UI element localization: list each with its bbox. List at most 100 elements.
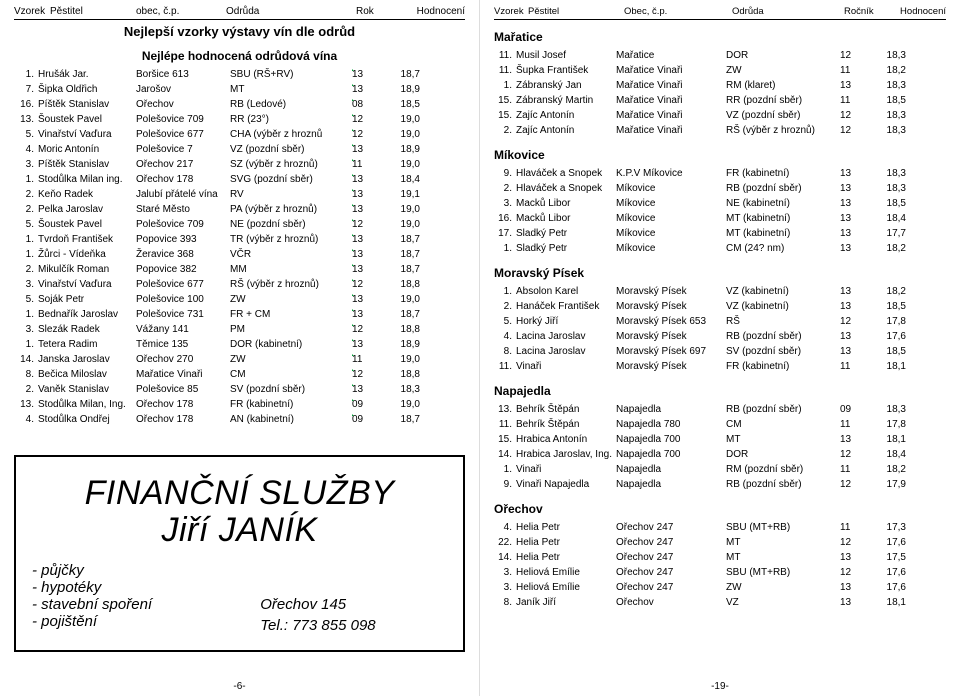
cell: 3. xyxy=(494,580,516,595)
table-row: 2.Hanáček FrantišekMoravský PísekVZ (kab… xyxy=(494,299,946,314)
cell: 12 xyxy=(840,477,866,492)
cell: 18,9 xyxy=(380,337,420,352)
table-row: 5.Soják PetrPolešovice 100ZW1319,0 xyxy=(14,292,465,307)
cell: Vinaři Napajedla xyxy=(516,477,616,492)
cell: 17,5 xyxy=(866,550,906,565)
cell: 11 xyxy=(840,417,866,432)
cell: VZ (kabinetní) xyxy=(726,284,840,299)
cell: Šipka Oldřich xyxy=(38,82,136,97)
cell: Polešovice 7 xyxy=(136,142,230,157)
cell: Ořechov 247 xyxy=(616,535,726,550)
cell: 18,9 xyxy=(380,142,420,157)
cell: 13 xyxy=(840,166,866,181)
cell: Mařatice Vinaři xyxy=(136,367,230,382)
table-row: 16.Píštěk StanislavOřechovRB (Ledové)081… xyxy=(14,97,465,112)
table-row: 3.Vinařství VaďuraPolešovice 677RŠ (výbě… xyxy=(14,277,465,292)
cell: 13 xyxy=(840,78,866,93)
cell: Polešovice 100 xyxy=(136,292,230,307)
section-title: Míkovice xyxy=(494,148,946,162)
cell: Tetera Radim xyxy=(38,337,136,352)
cell: 15. xyxy=(494,432,516,447)
cell: 15. xyxy=(494,108,516,123)
cell: Polešovice 677 xyxy=(136,127,230,142)
cell: Moravský Písek xyxy=(616,284,726,299)
cell: 17,8 xyxy=(866,417,906,432)
cell: 2. xyxy=(494,299,516,314)
table-row: 11.Musil JosefMařaticeDOR1218,3 xyxy=(494,48,946,63)
cell: Popovice 382 xyxy=(136,262,230,277)
cell: Heliová Emílie xyxy=(516,580,616,595)
cell: Mařatice Vinaři xyxy=(616,123,726,138)
cell: 12 xyxy=(840,565,866,580)
cell: Helia Petr xyxy=(516,520,616,535)
cell: 18,4 xyxy=(866,211,906,226)
cell: VZ (pozdní sběr) xyxy=(726,108,840,123)
cell: 9. xyxy=(494,166,516,181)
hdr-col: Odrůda xyxy=(226,6,356,17)
cell: 18,2 xyxy=(866,63,906,78)
cell: Ořechov 178 xyxy=(136,412,230,427)
cell: 13. xyxy=(14,397,38,412)
cell: RM (klaret) xyxy=(726,78,840,93)
cell: 17,6 xyxy=(866,535,906,550)
cell: Horký Jiří xyxy=(516,314,616,329)
cell: 18,7 xyxy=(380,412,420,427)
table-row: 1.Tvrdoň FrantišekPopovice 393TR (výběr … xyxy=(14,232,465,247)
cell: Ořechov 217 xyxy=(136,157,230,172)
cell: 13 xyxy=(840,181,866,196)
cell: 13 xyxy=(352,307,380,322)
cell: Janska Jaroslav xyxy=(38,352,136,367)
cell: 18,8 xyxy=(380,277,420,292)
cell: Vaněk Stanislav xyxy=(38,382,136,397)
cell: 18,2 xyxy=(866,241,906,256)
cell: 18,5 xyxy=(866,196,906,211)
cell: 7. xyxy=(14,82,38,97)
cell: Hrušák Jar. xyxy=(38,67,136,82)
cell: 11 xyxy=(352,157,380,172)
cell: TR (výběr z hroznů) xyxy=(230,232,352,247)
cell: Helia Petr xyxy=(516,535,616,550)
cell: Mařatice Vinaři xyxy=(616,93,726,108)
cell: Behrík Štěpán xyxy=(516,402,616,417)
cell: SV (pozdní sběr) xyxy=(726,344,840,359)
cell: Musil Josef xyxy=(516,48,616,63)
table-row: 4.Helia PetrOřechov 247SBU (MT+RB)1117,3 xyxy=(494,520,946,535)
cell: 19,0 xyxy=(380,127,420,142)
table-row: 16.Macků LiborMíkoviceMT (kabinetní)1318… xyxy=(494,211,946,226)
cell: 2. xyxy=(14,382,38,397)
cell: Staré Město xyxy=(136,202,230,217)
cell: 12 xyxy=(840,314,866,329)
cell: 5. xyxy=(14,292,38,307)
cell: Zajíc Antonín xyxy=(516,108,616,123)
cell: DOR (kabinetní) xyxy=(230,337,352,352)
cell: 11 xyxy=(840,520,866,535)
ad-title-2: Jiří JANÍK xyxy=(32,512,447,549)
cell: 2. xyxy=(494,181,516,196)
cell: MT (kabinetní) xyxy=(726,226,840,241)
cell: Moravský Písek xyxy=(616,299,726,314)
cell: Ořechov 247 xyxy=(616,565,726,580)
cell: 1. xyxy=(14,67,38,82)
cell: 2. xyxy=(14,262,38,277)
cell: Moravský Písek xyxy=(616,329,726,344)
ad-address: Ořechov 145 xyxy=(260,594,447,615)
cell: Ořechov 247 xyxy=(616,550,726,565)
cell: 18,7 xyxy=(380,232,420,247)
cell: 18,7 xyxy=(380,247,420,262)
cell: 13 xyxy=(840,226,866,241)
cell: 11 xyxy=(352,352,380,367)
cell: Lacina Jaroslav xyxy=(516,329,616,344)
cell: 11. xyxy=(494,63,516,78)
cell: Míkovice xyxy=(616,181,726,196)
cell: 5. xyxy=(14,217,38,232)
cell: 11. xyxy=(494,359,516,374)
cell: SBU (MT+RB) xyxy=(726,565,840,580)
cell: Hanáček František xyxy=(516,299,616,314)
table-row: 5.Horký JiříMoravský Písek 653RŠ1217,8 xyxy=(494,314,946,329)
section-table: 4.Helia PetrOřechov 247SBU (MT+RB)1117,3… xyxy=(494,520,946,610)
cell: RŠ (výběr z hroznů) xyxy=(726,123,840,138)
cell: 09 xyxy=(352,397,380,412)
cell: 17,3 xyxy=(866,520,906,535)
cell: SBU (MT+RB) xyxy=(726,520,840,535)
cell: RB (pozdní sběr) xyxy=(726,477,840,492)
